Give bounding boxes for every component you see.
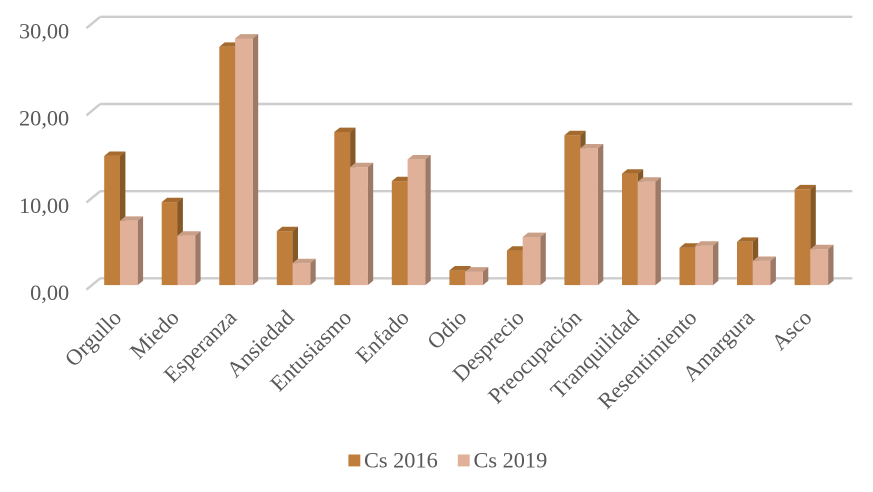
svg-text:30,00: 30,00 — [19, 19, 69, 44]
svg-text:Cs 2016: Cs 2016 — [364, 448, 438, 473]
svg-text:0,00: 0,00 — [30, 280, 69, 305]
svg-text:Cs 2019: Cs 2019 — [474, 448, 548, 473]
svg-text:20,00: 20,00 — [19, 106, 69, 131]
svg-text:10,00: 10,00 — [19, 193, 69, 218]
